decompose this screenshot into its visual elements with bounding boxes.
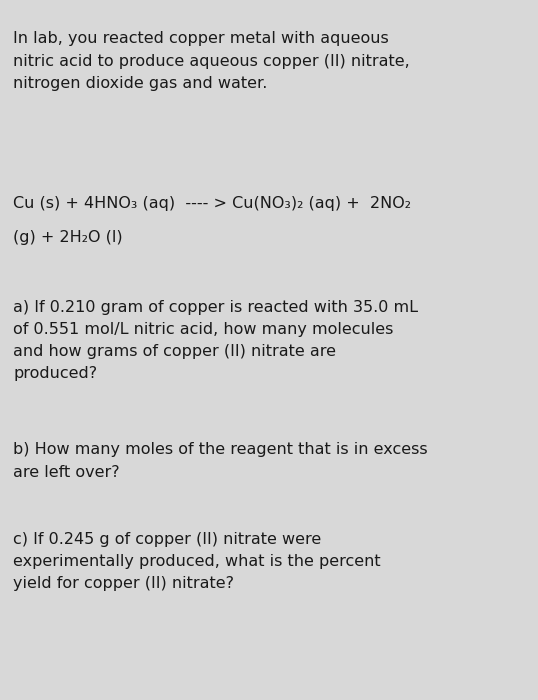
Text: c) If 0.245 g of copper (II) nitrate were
experimentally produced, what is the p: c) If 0.245 g of copper (II) nitrate wer…: [13, 532, 381, 592]
Text: In lab, you reacted copper metal with aqueous
nitric acid to produce aqueous cop: In lab, you reacted copper metal with aq…: [13, 32, 410, 91]
Text: (g) + 2H₂O (l): (g) + 2H₂O (l): [13, 230, 123, 244]
Text: b) How many moles of the reagent that is in excess
are left over?: b) How many moles of the reagent that is…: [13, 442, 428, 480]
Text: a) If 0.210 gram of copper is reacted with 35.0 mL
of 0.551 mol/L nitric acid, h: a) If 0.210 gram of copper is reacted wi…: [13, 300, 419, 382]
Text: Cu (s) + 4HNO₃ (aq)  ---- > Cu(NO₃)₂ (aq) +  2NO₂: Cu (s) + 4HNO₃ (aq) ---- > Cu(NO₃)₂ (aq)…: [13, 196, 412, 211]
